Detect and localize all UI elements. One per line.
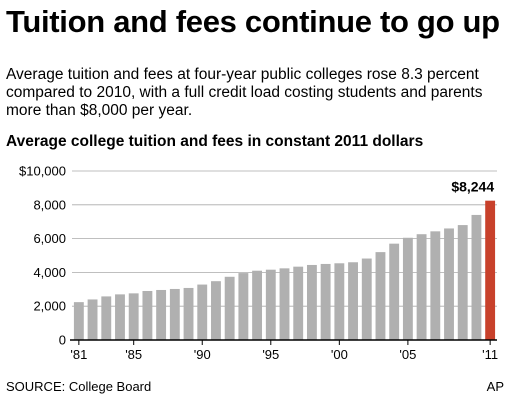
y-tick-label: 8,000 bbox=[33, 197, 66, 212]
bar bbox=[375, 252, 386, 340]
y-tick-label: 6,000 bbox=[33, 231, 66, 246]
bar bbox=[183, 287, 194, 340]
bar bbox=[402, 237, 413, 340]
bar bbox=[156, 289, 167, 340]
x-tick-label: '05 bbox=[399, 347, 416, 362]
bar bbox=[320, 263, 331, 340]
y-tick-label: 4,000 bbox=[33, 265, 66, 280]
x-tick-label: '95 bbox=[262, 347, 279, 362]
y-tick-label: 0 bbox=[59, 333, 66, 348]
bar bbox=[348, 262, 358, 340]
tick-labels: 0 2,000 4,000 6,000 8,000 $10,000 $8,244 '81 '85… bbox=[19, 164, 498, 363]
bar bbox=[471, 214, 482, 340]
bar bbox=[265, 269, 276, 340]
x-tick-label: '90 bbox=[194, 347, 211, 362]
bar bbox=[197, 284, 208, 340]
bar bbox=[252, 270, 263, 340]
bar bbox=[444, 228, 454, 340]
bar bbox=[115, 294, 125, 340]
x-tick-label: '00 bbox=[331, 347, 348, 362]
chart-title: Average college tuition and fees in cons… bbox=[6, 133, 424, 150]
subtitle: Average tuition and fees at four-year pu… bbox=[6, 66, 483, 119]
bar bbox=[169, 288, 180, 340]
headline: Tuition and fees continue to go up bbox=[6, 4, 500, 39]
bar bbox=[416, 234, 427, 340]
bar bbox=[73, 302, 84, 340]
bar bbox=[211, 281, 221, 340]
bar bbox=[430, 231, 441, 340]
bar bbox=[361, 258, 372, 340]
bar bbox=[101, 296, 112, 340]
bar bbox=[142, 290, 153, 340]
source-note: SOURCE: College Board bbox=[6, 379, 152, 394]
x-tick-label: '81 bbox=[70, 347, 87, 362]
highlight-value-label: $8,244 bbox=[451, 179, 494, 195]
y-tick-label: 2,000 bbox=[33, 299, 66, 314]
bar bbox=[224, 276, 235, 340]
bar-highlight bbox=[485, 200, 496, 340]
bar bbox=[457, 225, 468, 340]
x-tick-label: '85 bbox=[125, 347, 142, 362]
axes bbox=[70, 339, 497, 345]
bar bbox=[128, 293, 139, 340]
credit-label: AP bbox=[486, 379, 504, 394]
bar bbox=[279, 268, 290, 340]
bars bbox=[73, 200, 496, 340]
bar bbox=[334, 263, 345, 340]
bar bbox=[87, 299, 98, 340]
bar bbox=[389, 243, 400, 340]
bar bbox=[306, 264, 317, 340]
bar bbox=[293, 266, 304, 340]
x-tick-label: '11 bbox=[482, 347, 498, 362]
bar bbox=[238, 273, 249, 340]
y-tick-label: $10,000 bbox=[19, 164, 66, 179]
